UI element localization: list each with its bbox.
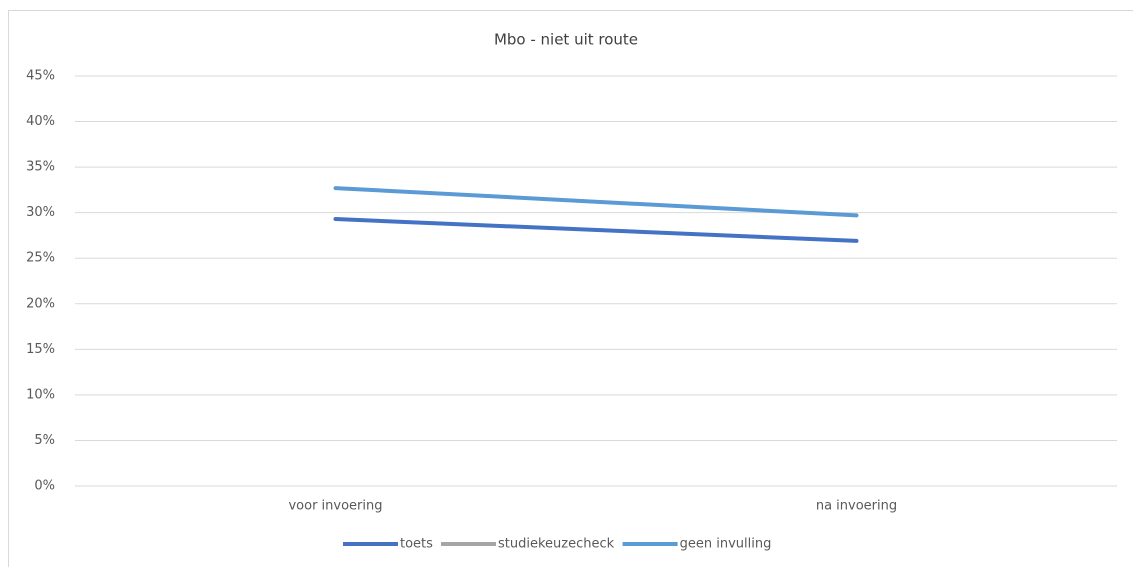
chart-frame	[8, 10, 1133, 567]
y-tick-label: 20%	[26, 296, 55, 311]
y-tick-label: 40%	[26, 114, 55, 129]
legend-label: geen invulling	[680, 537, 772, 552]
x-tick-label: na invoering	[816, 499, 897, 514]
x-tick-label: voor invoering	[288, 499, 382, 514]
y-tick-label: 0%	[34, 479, 55, 494]
legend-label: studiekeuzecheck	[498, 537, 615, 552]
chart-title: Mbo - niet uit route	[494, 31, 638, 49]
legend-label: toets	[400, 537, 433, 552]
y-tick-label: 5%	[34, 433, 55, 448]
series-line	[333, 217, 859, 243]
series-line	[333, 186, 859, 218]
y-tick-label: 25%	[26, 251, 55, 266]
y-tick-label: 10%	[26, 387, 55, 402]
y-tick-label: 30%	[26, 205, 55, 220]
y-tick-label: 45%	[26, 69, 55, 84]
y-tick-label: 15%	[26, 342, 55, 357]
y-tick-label: 35%	[26, 160, 55, 175]
